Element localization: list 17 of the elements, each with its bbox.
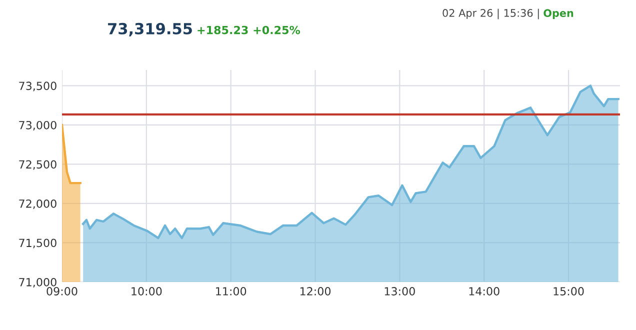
x-tick-label: 14:00 bbox=[469, 287, 500, 296]
y-tick-label: 71,500 bbox=[19, 238, 56, 248]
y-tick-label: 72,500 bbox=[19, 160, 56, 170]
y-tick-label: 72,000 bbox=[19, 199, 56, 209]
y-tick-label: 71,000 bbox=[19, 278, 56, 288]
y-tick-label: 73,000 bbox=[19, 120, 56, 130]
x-tick-label: 15:00 bbox=[554, 287, 584, 296]
x-tick-label: 12:00 bbox=[300, 287, 331, 296]
text: Open bbox=[544, 9, 574, 20]
x-tick-label: 10:00 bbox=[132, 287, 162, 296]
chart-title: 73,319.55 bbox=[108, 22, 192, 36]
x-tick-label: 13:00 bbox=[384, 287, 415, 296]
x-tick-label: 09:00 bbox=[46, 287, 78, 296]
chart-subtitle: +185.23 +0.25% bbox=[198, 26, 300, 34]
x-tick-label: 11:00 bbox=[216, 287, 246, 296]
y-tick-label: 73,500 bbox=[19, 82, 56, 92]
text: 02 Apr 26 | 15:36 | bbox=[442, 8, 539, 20]
